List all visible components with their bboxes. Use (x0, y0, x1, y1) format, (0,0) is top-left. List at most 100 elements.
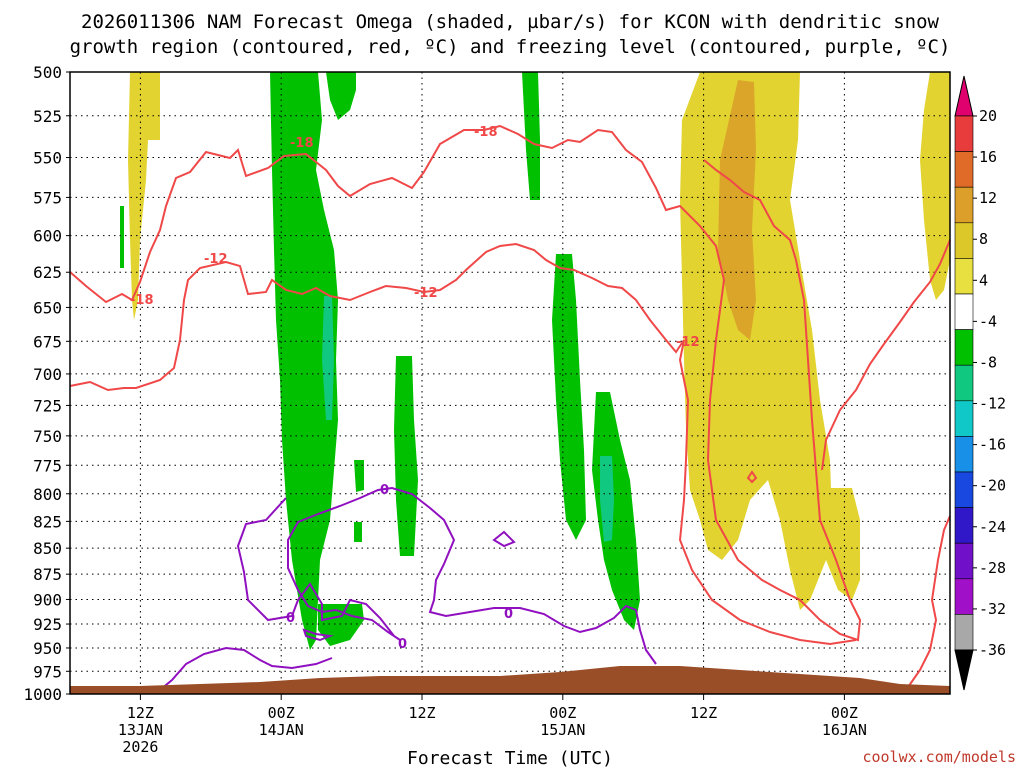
y-tick-label-550: 550 (33, 149, 62, 168)
freezing-loop-2 (492, 530, 516, 548)
colorbar-label-7: -12 (979, 395, 1006, 413)
y-tick-label-600: 600 (33, 227, 62, 246)
colorbar-top-arrow (954, 75, 974, 117)
dgz-lower-contour (69, 242, 857, 646)
y-tick-label-850: 850 (33, 539, 62, 558)
omega-yellow-region-2 (680, 72, 832, 610)
x-tick-label-0: 12Z (127, 704, 154, 722)
x-axis-title: Forecast Time (UTC) (407, 748, 613, 768)
colorbar-label-5: -4 (979, 312, 997, 330)
colorbar-label-10: -24 (979, 518, 1006, 536)
dgz-label-minus12-b: -12 (414, 286, 438, 301)
y-grid (70, 115, 950, 672)
colorbar-segment-10 (954, 471, 974, 508)
colorbar-segment-3 (954, 222, 974, 259)
y-tick-label-800: 800 (33, 485, 62, 504)
y-tick-label-725: 725 (33, 396, 62, 415)
freezing-label-0-d: 0 (398, 637, 407, 652)
chart-title-line2: growth region (contoured, red, ºC) and f… (70, 36, 951, 58)
x-tick-year-0: 2026 (122, 738, 158, 756)
omega-teal-core-1 (322, 296, 334, 420)
freezing-loop-1 (302, 628, 334, 642)
y-tick-label-825: 825 (33, 512, 62, 531)
x-tick-label-2: 12Z (408, 704, 435, 722)
x-tick-date-1: 14JAN (259, 721, 304, 739)
omega-green-band-2 (326, 72, 356, 120)
colorbar-bottom-arrow (954, 649, 974, 691)
dgz-bottom-right-contour (905, 515, 951, 691)
y-tick-label-925: 925 (33, 615, 62, 634)
omega-green-band-9 (354, 522, 362, 542)
colorbar-segment-9 (954, 436, 974, 473)
y-tick-label-575: 575 (33, 188, 62, 207)
omega-orange-core (718, 80, 756, 340)
omega-yellow-region-1 (128, 72, 160, 320)
freezing-main-contour (236, 486, 657, 665)
colorbar-label-12: -32 (979, 600, 1006, 618)
contour-labels: -18 -18 -18 -12 -12 -12 0 0 0 0 (130, 125, 700, 652)
colorbar-segment-2 (954, 186, 974, 224)
omega-green-band-6 (592, 392, 640, 630)
freezing-contours (159, 486, 657, 691)
credit-text: coolwx.com/models (862, 748, 1016, 766)
y-tick-label-650: 650 (33, 298, 62, 317)
x-tick-label-4: 12Z (690, 704, 717, 722)
colorbar-label-13: -36 (979, 641, 1006, 659)
colorbar-segment-12 (954, 542, 974, 580)
colorbar-segment-5 (954, 293, 974, 330)
y-tick-label-675: 675 (33, 332, 62, 351)
x-tick-label-5: 00Z (831, 704, 858, 722)
y-tick-label-700: 700 (33, 365, 62, 384)
dgz-right-contour (821, 239, 951, 471)
y-tick-label-750: 750 (33, 427, 62, 446)
dgz-contours (69, 124, 951, 691)
x-tick-date-0: 13JAN (118, 721, 163, 739)
x-grid (139, 72, 845, 694)
colorbar-segment-6 (954, 329, 974, 366)
x-tick-label-3: 00Z (549, 704, 576, 722)
colorbar-label-2: 12 (979, 189, 997, 207)
plot-frame (69, 71, 951, 695)
chart-title-line1: 2026011306 NAM Forecast Omega (shaded, µ… (81, 11, 939, 33)
colorbar-label-1: 16 (979, 148, 997, 166)
omega-green-band-8 (354, 460, 364, 492)
omega-teal-core-2 (600, 456, 614, 542)
dgz-upper-contour (69, 124, 862, 642)
omega-green-band-5 (552, 254, 586, 540)
dgz-label-minus18-b: -18 (474, 125, 498, 140)
freezing-label-0-b: 0 (286, 611, 295, 626)
y-tick-label-900: 900 (33, 590, 62, 609)
omega-green-band-3 (394, 356, 418, 556)
colorbar-label-8: -16 (979, 436, 1006, 454)
freezing-label-0-c: 0 (504, 607, 513, 622)
x-tick-label-1: 00Z (268, 704, 295, 722)
y-tick-label-975: 975 (33, 662, 62, 681)
colorbar-label-0: 20 (979, 107, 997, 125)
x-tick-date-3: 15JAN (540, 721, 585, 739)
colorbar-label-9: -20 (979, 477, 1006, 495)
omega-green-band-1 (270, 72, 338, 650)
y-tick-label-875: 875 (33, 565, 62, 584)
colorbar-label-4: 4 (979, 271, 988, 289)
omega-yellow-region-3 (816, 488, 860, 600)
colorbar-label-6: -8 (979, 353, 997, 371)
y-tick-label-625: 625 (33, 263, 62, 282)
colorbar-label-11: -28 (979, 559, 1006, 577)
y-axis: 500 525 550 575 600 625 650 675 700 725 750 775 800 8… (23, 63, 70, 704)
y-tick-label-500: 500 (33, 63, 62, 82)
omega-green-band-10 (120, 206, 124, 268)
freezing-label-0-a: 0 (380, 483, 389, 498)
colorbar-segment-4 (954, 258, 974, 295)
colorbar-segment-11 (954, 507, 974, 544)
colorbar-segment-14 (954, 614, 974, 651)
dgz-label-minus18-c: -18 (130, 293, 154, 308)
y-tick-label-775: 775 (33, 456, 62, 475)
y-tick-label-525: 525 (33, 107, 62, 126)
colorbar-segment-7 (954, 364, 974, 402)
y-tick-label-1000: 1000 (23, 685, 62, 704)
dgz-label-minus12-c: -12 (676, 335, 700, 350)
dgz-small-loop (746, 470, 758, 484)
colorbar-segment-0 (954, 115, 974, 152)
terrain-fill (70, 666, 950, 694)
